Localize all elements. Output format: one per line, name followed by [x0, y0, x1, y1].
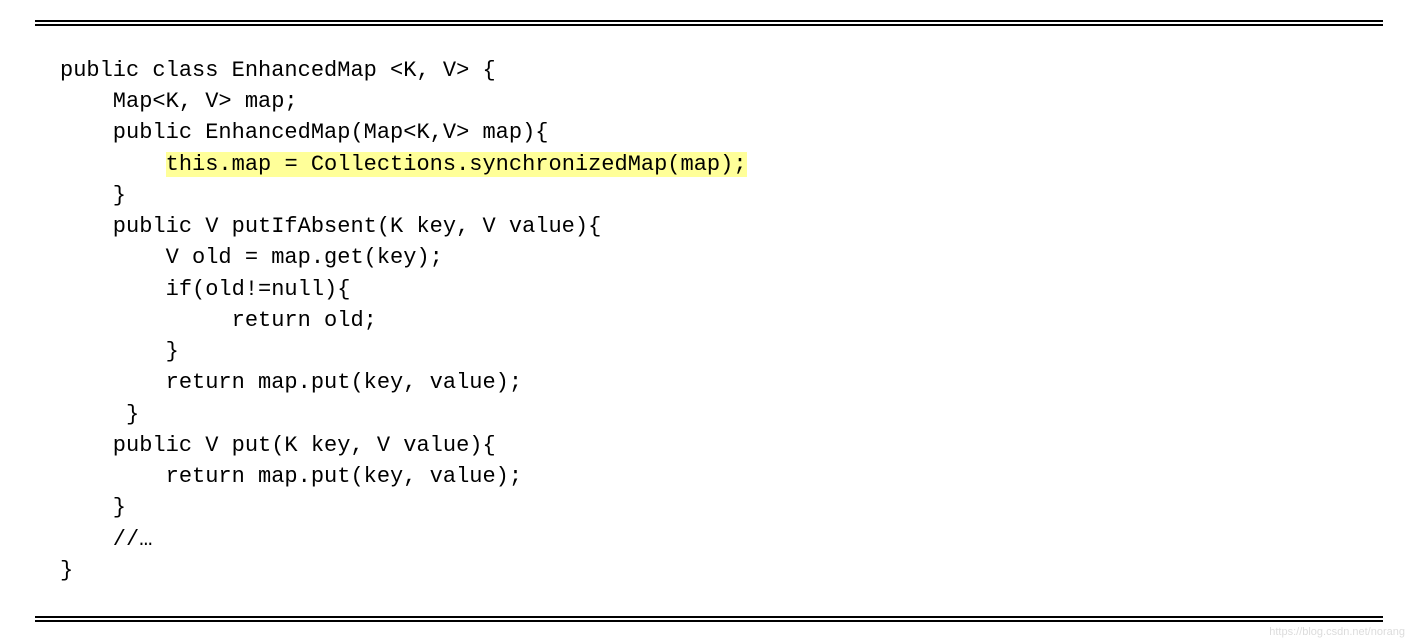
- code-line: public class EnhancedMap <K, V> {: [60, 55, 747, 86]
- code-line: return map.put(key, value);: [60, 461, 747, 492]
- code-line: V old = map.get(key);: [60, 242, 747, 273]
- code-line: }: [60, 399, 747, 430]
- code-line: }: [60, 336, 747, 367]
- code-line: public EnhancedMap(Map<K,V> map){: [60, 117, 747, 148]
- top-double-rule: [35, 20, 1383, 26]
- code-line: return map.put(key, value);: [60, 367, 747, 398]
- code-line: return old;: [60, 305, 747, 336]
- code-line: }: [60, 180, 747, 211]
- code-line: public V putIfAbsent(K key, V value){: [60, 211, 747, 242]
- code-line: Map<K, V> map;: [60, 86, 747, 117]
- code-line: }: [60, 555, 747, 586]
- code-line: //…: [60, 524, 747, 555]
- code-line: this.map = Collections.synchronizedMap(m…: [60, 149, 747, 180]
- code-block: public class EnhancedMap <K, V> { Map<K,…: [60, 55, 747, 586]
- watermark-text: https://blog.csdn.net/norang: [1269, 626, 1405, 638]
- highlighted-code: this.map = Collections.synchronizedMap(m…: [166, 152, 747, 177]
- code-line: public V put(K key, V value){: [60, 430, 747, 461]
- code-line: if(old!=null){: [60, 274, 747, 305]
- code-line: }: [60, 492, 747, 523]
- bottom-double-rule: [35, 616, 1383, 622]
